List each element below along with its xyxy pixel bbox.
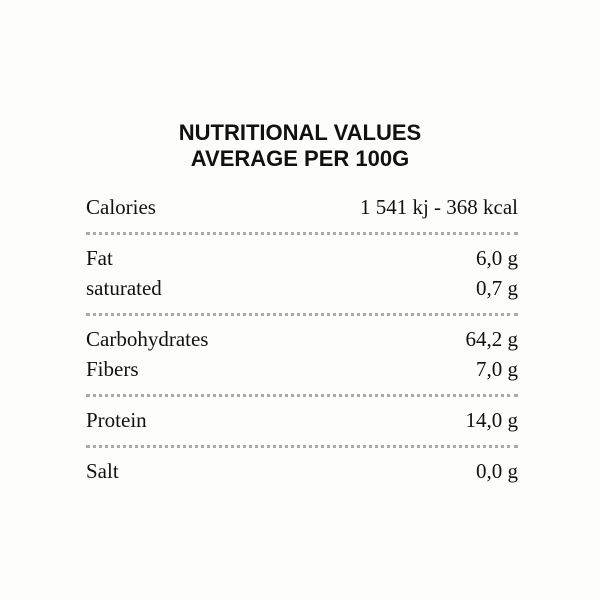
table-row: Calories 1 541 kj - 368 kcal xyxy=(86,192,518,222)
nutrient-name: Calories xyxy=(86,195,156,219)
nutrient-name: Fibers xyxy=(86,357,139,381)
separator xyxy=(86,313,518,316)
nutrient-value: 0,7 g xyxy=(476,276,518,300)
separator xyxy=(86,445,518,448)
nutrient-name: Protein xyxy=(86,408,147,432)
title-line: NUTRITIONAL VALUES xyxy=(178,120,422,145)
separator xyxy=(86,232,518,235)
table-row: saturated 0,7 g xyxy=(86,273,518,303)
table-row: Carbohydrates 64,2 g xyxy=(86,324,518,354)
nutrient-name: Salt xyxy=(86,459,119,483)
nutrient-name: saturated xyxy=(86,276,162,300)
nutrient-value: 0,0 g xyxy=(476,459,518,483)
nutrition-table: Calories 1 541 kj - 368 kcal Fat 6,0 g satur… xyxy=(86,192,518,486)
table-row: Fibers 7,0 g xyxy=(86,354,518,384)
separator xyxy=(86,394,518,397)
nutrient-value: 1 541 kj - 368 kcal xyxy=(359,195,518,219)
table-row: Salt 0,0 g xyxy=(86,456,518,486)
title-line: AVERAGE PER 100G xyxy=(190,146,410,171)
nutrient-name: Carbohydrates xyxy=(86,327,209,351)
nutrient-value: 64,2 g xyxy=(465,327,519,351)
table-row: Protein 14,0 g xyxy=(86,405,518,435)
table-row: Fat 6,0 g xyxy=(86,243,518,273)
nutrient-value: 6,0 g xyxy=(476,246,518,270)
title: NUTRITIONAL VALUES AVERAGE PER 100G xyxy=(0,120,600,172)
nutrient-name: Fat xyxy=(86,246,113,270)
nutrient-value: 14,0 g xyxy=(465,408,519,432)
nutrient-value: 7,0 g xyxy=(476,357,518,381)
